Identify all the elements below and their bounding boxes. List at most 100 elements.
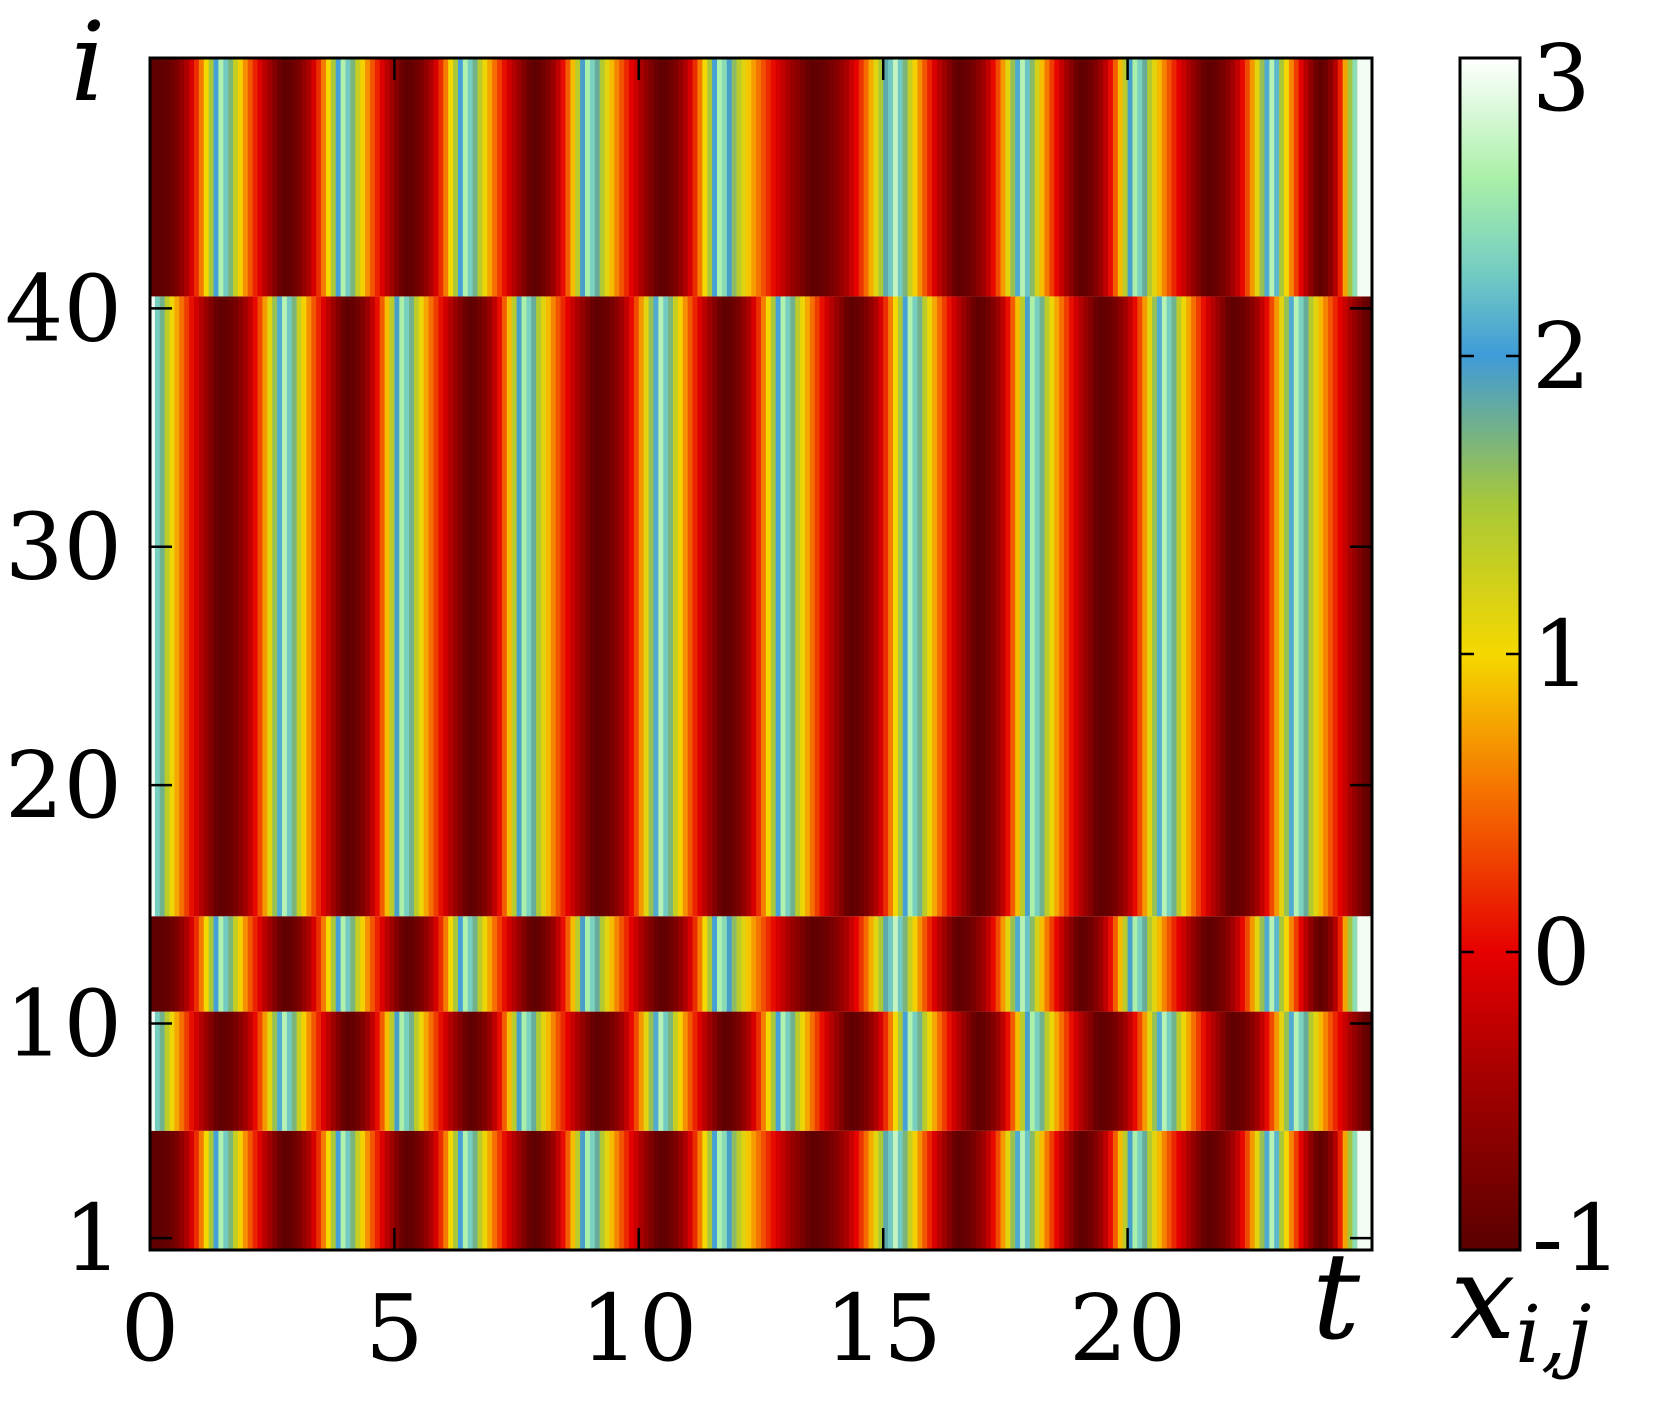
heatmap-cell	[208, 296, 215, 917]
heatmap-cell	[912, 58, 919, 297]
heatmap-cell	[184, 296, 190, 917]
heatmap-cell	[203, 296, 210, 917]
heatmap-cell	[1127, 1130, 1134, 1250]
heatmap-cell	[604, 916, 611, 1012]
heatmap-cell	[785, 1011, 791, 1131]
heatmap-cell	[648, 58, 655, 297]
heatmap-cell	[159, 58, 166, 297]
heatmap-cell	[1166, 58, 1173, 297]
heatmap-cell	[536, 1130, 542, 1250]
heatmap-cell	[775, 1011, 782, 1131]
heatmap-cell	[497, 1011, 503, 1131]
heatmap-cell	[1108, 58, 1114, 297]
heatmap-cell	[360, 58, 366, 297]
heatmap-cell	[1005, 1011, 1011, 1131]
heatmap-cell	[677, 916, 684, 1012]
heatmap-cell	[179, 1011, 185, 1131]
heatmap-cell	[501, 1011, 508, 1131]
heatmap-cell	[1078, 1011, 1085, 1131]
heatmap-cell	[482, 916, 488, 1012]
heatmap-cell	[536, 58, 542, 297]
heatmap-cell	[878, 1011, 884, 1131]
heatmap-cell	[492, 58, 498, 297]
heatmap-cell	[1244, 1130, 1251, 1250]
heatmap-cell	[1083, 1130, 1090, 1250]
heatmap-cell	[697, 296, 703, 917]
heatmap-cell	[663, 58, 669, 297]
heatmap-cell	[1049, 916, 1055, 1012]
heatmap-cell	[912, 296, 919, 917]
heatmap-cell	[888, 296, 894, 917]
heatmap-cell	[335, 1011, 342, 1131]
heatmap-cell	[824, 296, 831, 917]
heatmap-cell	[306, 1130, 312, 1250]
heatmap-cell	[365, 58, 371, 297]
heatmap-cell	[873, 916, 879, 1012]
heatmap-cell	[281, 916, 288, 1012]
heatmap-cell	[184, 916, 190, 1012]
heatmap-cell	[1230, 916, 1236, 1012]
heatmap-cell	[345, 58, 352, 297]
heatmap-cell	[316, 916, 322, 1012]
heatmap-cell	[355, 1011, 361, 1131]
heatmap-cell	[580, 916, 586, 1012]
heatmap-cell	[281, 58, 288, 297]
heatmap-cell	[795, 1011, 801, 1131]
heatmap-cell	[1044, 1011, 1050, 1131]
heatmap-cell	[433, 296, 439, 917]
heatmap-cell	[506, 916, 513, 1012]
heatmap-cell	[335, 916, 342, 1012]
heatmap-cell	[330, 58, 337, 297]
heatmap-cell	[350, 1011, 356, 1131]
heatmap-cell	[545, 296, 552, 917]
heatmap-cell	[1108, 1011, 1114, 1131]
heatmap-cell	[213, 296, 220, 917]
heatmap-cell	[531, 1130, 537, 1250]
heatmap-cell	[741, 1011, 747, 1131]
heatmap-cell	[536, 1011, 542, 1131]
heatmap-cell	[1015, 916, 1021, 1012]
heatmap-cell	[565, 58, 571, 297]
heatmap-cell	[453, 916, 459, 1012]
heatmap-cell	[369, 58, 376, 297]
heatmap-cell	[541, 1011, 547, 1131]
heatmap-cell	[355, 916, 361, 1012]
heatmap-cell	[1039, 296, 1046, 917]
heatmap-cell	[1303, 296, 1310, 917]
heatmap-cell	[897, 916, 904, 1012]
colorbar-label-main: x	[1450, 1231, 1515, 1366]
heatmap-cell	[883, 1130, 889, 1250]
heatmap-cell	[526, 1011, 532, 1131]
heatmap-cell	[179, 916, 185, 1012]
heatmap-cell	[585, 1130, 591, 1250]
heatmap-cell	[257, 1130, 264, 1250]
heatmap-cell	[409, 296, 415, 917]
heatmap-cell	[1161, 916, 1168, 1012]
colorbar-label: xi,j	[1450, 1231, 1591, 1381]
x-tick-label: 15	[825, 1275, 942, 1382]
heatmap-cell	[438, 1011, 444, 1131]
heatmap-cell	[1186, 58, 1192, 297]
heatmap-cell	[1020, 916, 1026, 1012]
heatmap-cell	[1132, 1011, 1138, 1131]
heatmap-cell	[1093, 58, 1099, 297]
heatmap-cell	[399, 58, 405, 297]
heatmap-cell	[917, 58, 923, 297]
heatmap-cell	[814, 916, 821, 1012]
heatmap-cell	[1132, 58, 1138, 297]
heatmap-cell	[247, 1130, 254, 1250]
heatmap-cell	[614, 1011, 620, 1131]
heatmap-cell	[550, 916, 557, 1012]
heatmap-cell	[252, 58, 259, 297]
heatmap-cell	[1020, 1011, 1026, 1131]
heatmap-cell	[800, 1130, 806, 1250]
heatmap-cell	[1039, 1011, 1046, 1131]
heatmap-cell	[1152, 1130, 1158, 1250]
heatmap-cell	[721, 1130, 728, 1250]
heatmap-cell	[457, 1011, 464, 1131]
heatmap-cell	[980, 1011, 987, 1131]
heatmap-cell	[814, 1011, 821, 1131]
heatmap-cell	[839, 1130, 845, 1250]
heatmap-cell	[922, 1011, 928, 1131]
heatmap-cell	[438, 916, 444, 1012]
